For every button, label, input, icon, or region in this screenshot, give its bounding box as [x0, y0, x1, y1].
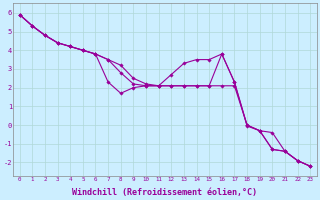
X-axis label: Windchill (Refroidissement éolien,°C): Windchill (Refroidissement éolien,°C) — [72, 188, 258, 197]
